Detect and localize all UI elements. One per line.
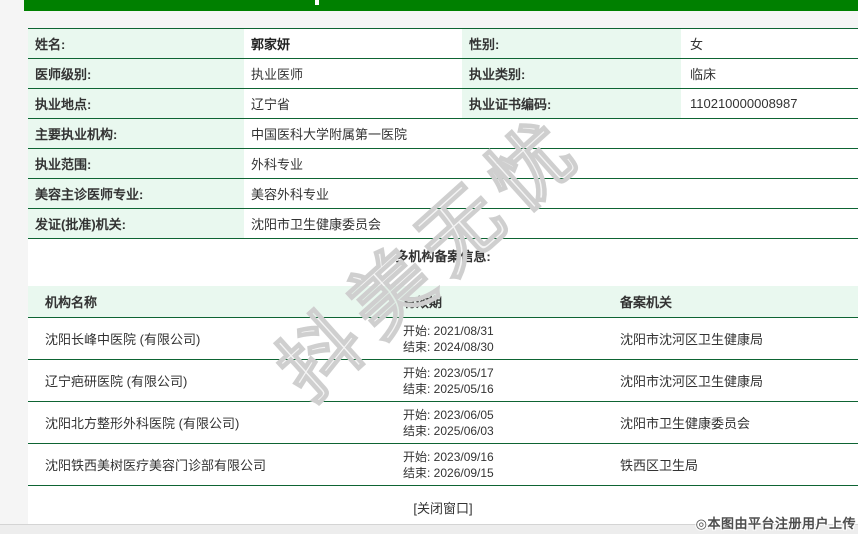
filing-row: 沈阳长峰中医院 (有限公司) 开始: 2021/08/31 结束: 2024/0… [28, 318, 858, 360]
location-label: 执业地点: [28, 89, 244, 118]
top-green-bar [24, 0, 858, 11]
scope-value: 外科专业 [251, 157, 304, 172]
org-name: 辽宁疤研医院 (有限公司) [45, 374, 188, 389]
table-row: 姓名: 郭家妍 性别: 女 [28, 29, 858, 59]
period-end: 结束: 2026/09/15 [403, 465, 494, 480]
period-start: 开始: 2021/08/31 [403, 323, 494, 338]
bottom-strip [0, 524, 858, 534]
level-label: 医师级别: [28, 59, 244, 88]
filing-header-row: 机构名称 有效期 备案机关 [28, 286, 858, 318]
main-org-value: 中国医科大学附属第一医院 [251, 127, 408, 142]
main-org-label: 主要执业机构: [28, 119, 244, 148]
name-label: 姓名: [28, 29, 244, 58]
level-value: 执业医师 [251, 67, 304, 82]
valid-period: 开始: 2023/06/05 结束: 2025/06/03 [398, 402, 612, 443]
valid-period: 开始: 2023/05/17 结束: 2025/05/16 [398, 360, 612, 401]
filing-table: 机构名称 有效期 备案机关 沈阳长峰中医院 (有限公司) 开始: 2021/08… [28, 286, 858, 486]
content-panel: 姓名: 郭家妍 性别: 女 医师级别: 执业医师 执业类别: 临床 执业地点: … [28, 28, 858, 524]
doctor-info-table: 姓名: 郭家妍 性别: 女 医师级别: 执业医师 执业类别: 临床 执业地点: … [28, 28, 858, 239]
specialty-label: 美容主诊医师专业: [28, 179, 244, 208]
certificate-value: 110210000008987 [690, 96, 798, 111]
org-name: 沈阳铁西美树医疗美容门诊部有限公司 [45, 458, 267, 473]
close-window-link[interactable]: [关闭窗口] [413, 501, 473, 516]
gender-value: 女 [690, 37, 704, 52]
scope-label: 执业范围: [28, 149, 244, 178]
filing-agency: 沈阳市卫生健康委员会 [620, 416, 751, 431]
table-row: 执业地点: 辽宁省 执业证书编码: 110210000008987 [28, 89, 858, 119]
period-end: 结束: 2024/08/30 [403, 339, 494, 354]
header-filing-agency: 备案机关 [620, 295, 673, 310]
table-row: 美容主诊医师专业: 美容外科专业 [28, 179, 858, 209]
category-label: 执业类别: [462, 59, 681, 88]
header-org-name: 机构名称 [45, 295, 98, 310]
name-value: 郭家妍 [251, 37, 291, 52]
table-row: 发证(批准)机关: 沈阳市卫生健康委员会 [28, 209, 858, 239]
issuer-label: 发证(批准)机关: [28, 209, 244, 238]
section-title: 多机构备案信息: [395, 249, 491, 264]
table-row: 医师级别: 执业医师 执业类别: 临床 [28, 59, 858, 89]
certificate-label: 执业证书编码: [462, 89, 681, 118]
specialty-value: 美容外科专业 [251, 187, 330, 202]
table-row: 执业范围: 外科专业 [28, 149, 858, 179]
filing-row: 沈阳北方整形外科医院 (有限公司) 开始: 2023/06/05 结束: 202… [28, 402, 858, 444]
filing-row: 沈阳铁西美树医疗美容门诊部有限公司 开始: 2023/09/16 结束: 202… [28, 444, 858, 486]
cursor-tick [315, 0, 319, 5]
footer-stamp: ◎本图由平台注册用户上传 [695, 516, 856, 531]
valid-period: 开始: 2023/09/16 结束: 2026/09/15 [398, 444, 612, 485]
period-start: 开始: 2023/06/05 [403, 407, 494, 422]
valid-period: 开始: 2021/08/31 结束: 2024/08/30 [398, 318, 612, 359]
filing-agency: 沈阳市沈河区卫生健康局 [620, 374, 764, 389]
period-end: 结束: 2025/05/16 [403, 381, 494, 396]
org-name: 沈阳长峰中医院 (有限公司) [45, 332, 201, 347]
gender-label: 性别: [462, 29, 681, 58]
period-start: 开始: 2023/09/16 [403, 449, 494, 464]
filing-agency: 沈阳市沈河区卫生健康局 [620, 332, 764, 347]
table-row: 主要执业机构: 中国医科大学附属第一医院 [28, 119, 858, 149]
filing-row: 辽宁疤研医院 (有限公司) 开始: 2023/05/17 结束: 2025/05… [28, 360, 858, 402]
issuer-value: 沈阳市卫生健康委员会 [251, 217, 382, 232]
filing-agency: 铁西区卫生局 [620, 458, 699, 473]
org-name: 沈阳北方整形外科医院 (有限公司) [45, 416, 240, 431]
location-value: 辽宁省 [251, 97, 291, 112]
period-end: 结束: 2025/06/03 [403, 423, 494, 438]
header-valid-period: 有效期 [403, 295, 443, 310]
category-value: 临床 [690, 67, 717, 82]
period-start: 开始: 2023/05/17 [403, 365, 494, 380]
